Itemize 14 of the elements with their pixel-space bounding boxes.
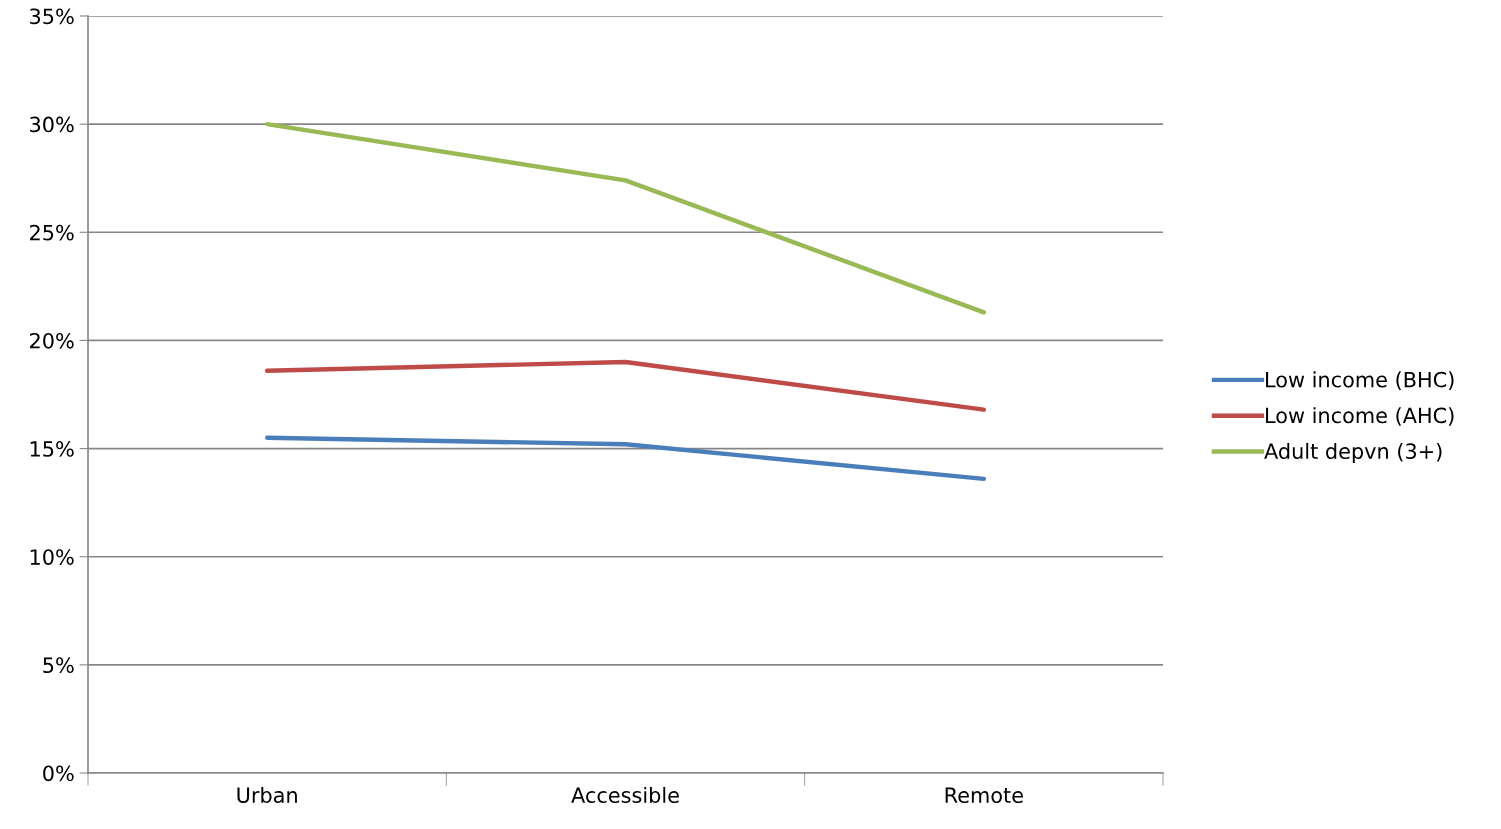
legend-label: Low income (AHC) xyxy=(1266,407,1454,426)
legend-label: Adult depvn (3+) xyxy=(1264,442,1442,464)
x-tick-label: Remote xyxy=(945,787,1023,804)
x-tick-label: Accessible xyxy=(571,786,679,804)
y-tick-label: 30% xyxy=(30,116,74,133)
y-tick-label: 0% xyxy=(43,765,74,782)
x-tick-label: Urban xyxy=(237,786,297,804)
y-tick-label: 10% xyxy=(30,549,74,565)
legend-label: Low income (BHC) xyxy=(1266,371,1454,390)
y-tick-label: 25% xyxy=(30,224,74,241)
y-tick-label: 15% xyxy=(30,441,74,457)
y-tick-label: 5% xyxy=(43,657,74,674)
y-tick-label: 35% xyxy=(30,8,74,25)
y-tick-label: 20% xyxy=(30,332,74,349)
